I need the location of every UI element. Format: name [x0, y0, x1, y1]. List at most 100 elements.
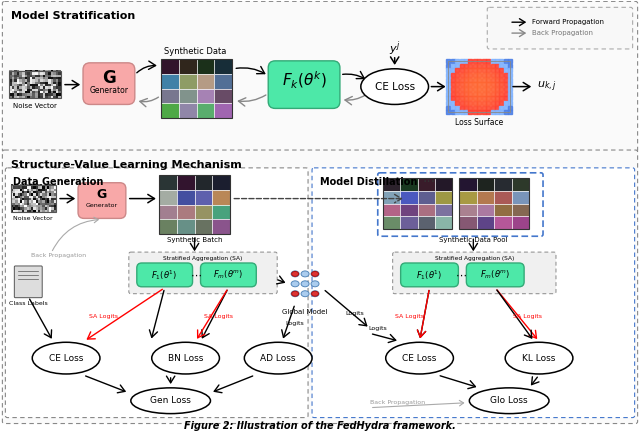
Text: Logits: Logits [369, 326, 387, 331]
Bar [494, 216, 511, 229]
Bar [494, 191, 511, 204]
Bar [159, 175, 230, 234]
Text: Logits: Logits [346, 311, 364, 316]
Text: $F_1(\theta^1)$: $F_1(\theta^1)$ [417, 268, 443, 282]
Bar [196, 59, 214, 74]
Ellipse shape [244, 342, 312, 374]
Bar [177, 204, 195, 220]
Ellipse shape [386, 342, 453, 374]
Bar [383, 178, 452, 229]
Ellipse shape [152, 342, 220, 374]
Bar [511, 204, 529, 216]
Text: CE Loss: CE Loss [374, 81, 415, 92]
Text: Noise Vector: Noise Vector [13, 216, 53, 221]
Text: BN Loss: BN Loss [168, 354, 204, 362]
Bar [400, 178, 417, 191]
Text: $F_m(\theta^m)$: $F_m(\theta^m)$ [480, 268, 511, 281]
Text: AD Loss: AD Loss [260, 354, 296, 362]
Bar [511, 191, 529, 204]
Bar [417, 178, 435, 191]
Bar [460, 178, 529, 229]
Text: KL Loss: KL Loss [522, 354, 556, 362]
Bar [460, 178, 477, 191]
Text: Stratified Aggregation (SA): Stratified Aggregation (SA) [435, 256, 514, 261]
FancyBboxPatch shape [200, 263, 256, 287]
Bar [477, 191, 494, 204]
Text: CE Loss: CE Loss [403, 354, 436, 362]
Bar [161, 89, 179, 103]
Text: Back Propagation: Back Propagation [532, 30, 593, 36]
Ellipse shape [292, 291, 299, 296]
FancyBboxPatch shape [487, 7, 632, 49]
FancyBboxPatch shape [3, 150, 637, 423]
Text: Model Distillation: Model Distillation [320, 177, 417, 187]
Bar [159, 204, 177, 220]
Text: SA Logits: SA Logits [395, 314, 424, 319]
Bar [435, 204, 452, 216]
FancyBboxPatch shape [467, 263, 524, 287]
Bar [161, 59, 179, 74]
Text: Figure 2: Illustration of the FedHydra framework.: Figure 2: Illustration of the FedHydra f… [184, 420, 456, 430]
Text: Model Stratification: Model Stratification [12, 11, 136, 21]
Ellipse shape [361, 69, 429, 104]
FancyBboxPatch shape [378, 173, 543, 236]
Bar [161, 59, 232, 118]
Text: $F_1(\theta^1)$: $F_1(\theta^1)$ [152, 268, 178, 282]
Text: Forward Propagation: Forward Propagation [532, 19, 604, 25]
FancyBboxPatch shape [78, 183, 126, 218]
Bar [460, 216, 477, 229]
Bar [161, 74, 179, 89]
Bar [400, 216, 417, 229]
Ellipse shape [291, 271, 299, 277]
Bar [460, 191, 477, 204]
Text: $F_m(\theta^m)$: $F_m(\theta^m)$ [213, 268, 244, 281]
Text: Back Propagation: Back Propagation [370, 400, 425, 405]
Bar [177, 220, 195, 234]
Bar [195, 190, 212, 204]
FancyBboxPatch shape [401, 263, 458, 287]
Ellipse shape [301, 281, 309, 287]
Text: Gen Loss: Gen Loss [150, 396, 191, 405]
Ellipse shape [311, 281, 319, 287]
Text: $u_{k,j}$: $u_{k,j}$ [537, 79, 557, 94]
Text: $\cdots$: $\cdots$ [189, 270, 202, 280]
Bar [214, 74, 232, 89]
Bar [159, 220, 177, 234]
Bar [511, 178, 529, 191]
Bar [179, 103, 196, 118]
Ellipse shape [301, 271, 309, 277]
Bar [383, 216, 400, 229]
FancyBboxPatch shape [3, 1, 637, 152]
Bar [159, 190, 177, 204]
Ellipse shape [292, 271, 299, 276]
FancyBboxPatch shape [83, 63, 135, 104]
Bar [435, 191, 452, 204]
Bar [511, 216, 529, 229]
Bar [383, 204, 400, 216]
Text: Back Propagation: Back Propagation [31, 253, 86, 258]
FancyBboxPatch shape [129, 252, 277, 294]
Text: Noise Vector: Noise Vector [13, 103, 57, 110]
Bar [477, 204, 494, 216]
FancyBboxPatch shape [137, 263, 193, 287]
Ellipse shape [311, 291, 319, 297]
Bar [214, 89, 232, 103]
Text: Logits: Logits [285, 321, 305, 326]
Bar [417, 216, 435, 229]
Text: $y^j$: $y^j$ [389, 40, 401, 58]
FancyBboxPatch shape [268, 61, 340, 108]
Bar [417, 204, 435, 216]
Bar [195, 220, 212, 234]
Bar [179, 89, 196, 103]
Bar [161, 103, 179, 118]
Ellipse shape [505, 342, 573, 374]
Bar [212, 220, 230, 234]
Text: Synthetic Data: Synthetic Data [164, 47, 227, 56]
Ellipse shape [312, 271, 319, 276]
Bar [383, 191, 400, 204]
Bar [196, 103, 214, 118]
Bar [212, 204, 230, 220]
Text: $F_k(\theta^k)$: $F_k(\theta^k)$ [282, 70, 326, 91]
Text: Structure-Value Learning Mechanism: Structure-Value Learning Mechanism [12, 160, 242, 170]
Ellipse shape [291, 291, 299, 297]
